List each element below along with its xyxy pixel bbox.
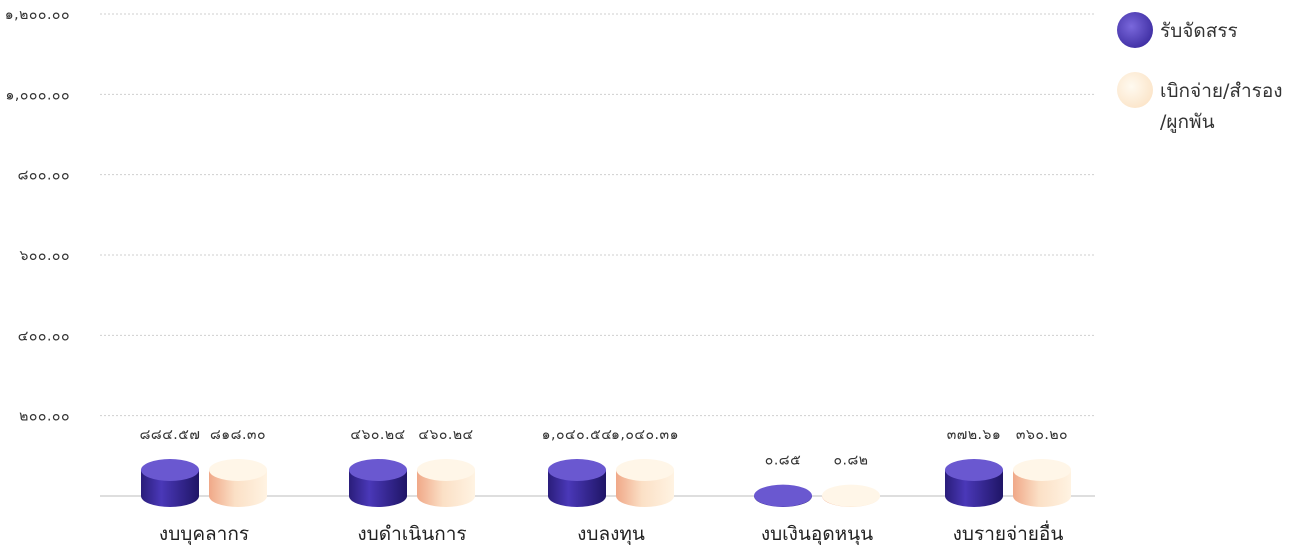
bar-top bbox=[417, 459, 475, 481]
value-label: ๑,๐๔๐.๓๑ bbox=[611, 427, 679, 443]
bar-allocated bbox=[141, 459, 199, 507]
legend-label: รับจัดสรร bbox=[1160, 20, 1238, 42]
category-labels: งบบุคลากร งบดำเนินการ งบลงทุน งบเงินอุดหนุน… bbox=[159, 520, 1063, 546]
category-label: งบดำเนินการ bbox=[357, 523, 466, 545]
bar-disbursed bbox=[1013, 459, 1071, 507]
value-label: ๓๖๐.๒๐ bbox=[1016, 427, 1068, 443]
value-label: ๑,๐๔๐.๕๔ bbox=[542, 427, 613, 443]
bar-allocated bbox=[754, 484, 812, 507]
category-label: งบบุคลากร bbox=[159, 523, 249, 546]
bar-top bbox=[945, 459, 1003, 481]
legend-swatch bbox=[1117, 12, 1153, 48]
value-label: ๐.๘๒ bbox=[833, 453, 868, 469]
y-tick-label: ๒๐๐.๐๐ bbox=[19, 409, 70, 425]
y-tick-label: ๑,๒๐๐.๐๐ bbox=[5, 7, 70, 23]
bar-top bbox=[349, 459, 407, 481]
bar-top bbox=[548, 459, 606, 481]
y-tick-label: ๖๐๐.๐๐ bbox=[19, 248, 70, 264]
value-label: ๓๗๒.๖๑ bbox=[947, 427, 1002, 443]
y-axis-ticks: ๒๐๐.๐๐ ๔๐๐.๐๐ ๖๐๐.๐๐ ๘๐๐.๐๐ ๑,๐๐๐.๐๐ ๑,๒๐๐.๐๐ bbox=[5, 7, 70, 425]
bars bbox=[141, 459, 1071, 507]
category-label: งบเงินอุดหนุน bbox=[761, 523, 873, 546]
bar-top bbox=[754, 484, 812, 507]
y-tick-label: ๑,๐๐๐.๐๐ bbox=[5, 87, 70, 103]
legend-item: รับจัดสรร bbox=[1117, 12, 1238, 48]
value-label: ๔๖๐.๒๔ bbox=[418, 427, 473, 443]
bar-allocated bbox=[945, 459, 1003, 507]
legend-label: /ผูกพัน bbox=[1160, 111, 1215, 133]
bar-disbursed bbox=[822, 484, 880, 507]
value-label: ๔๖๐.๒๔ bbox=[350, 427, 405, 443]
grid-lines bbox=[100, 13, 1095, 497]
bar-top bbox=[616, 459, 674, 481]
bar-disbursed bbox=[417, 459, 475, 507]
y-tick-label: ๘๐๐.๐๐ bbox=[18, 168, 70, 184]
bar-disbursed bbox=[209, 459, 267, 507]
bar-allocated bbox=[548, 459, 606, 507]
legend-swatch bbox=[1117, 72, 1153, 108]
bar-top bbox=[209, 459, 267, 481]
value-label: ๘๘๔.๕๗ bbox=[140, 427, 201, 443]
value-label: ๘๑๘.๓๐ bbox=[210, 427, 266, 443]
category-label: งบลงทุน bbox=[577, 523, 645, 546]
bar-disbursed bbox=[616, 459, 674, 507]
bar-allocated bbox=[349, 459, 407, 507]
value-label: ๐.๘๕ bbox=[765, 453, 801, 469]
category-label: งบรายจ่ายอื่น bbox=[953, 520, 1064, 545]
legend-label: เบิกจ่าย/สำรอง bbox=[1160, 80, 1283, 102]
y-tick-label: ๔๐๐.๐๐ bbox=[18, 328, 70, 344]
value-labels: ๘๘๔.๕๗ ๘๑๘.๓๐ ๔๖๐.๒๔ ๔๖๐.๒๔ ๑,๐๔๐.๕๔๑,๐๔๐.๓๑… bbox=[140, 427, 1068, 469]
legend-item: เบิกจ่าย/สำรอง/ผูกพัน bbox=[1117, 72, 1283, 133]
bar-top bbox=[141, 459, 199, 481]
bar-top bbox=[822, 484, 880, 507]
bar-top bbox=[1013, 459, 1071, 481]
